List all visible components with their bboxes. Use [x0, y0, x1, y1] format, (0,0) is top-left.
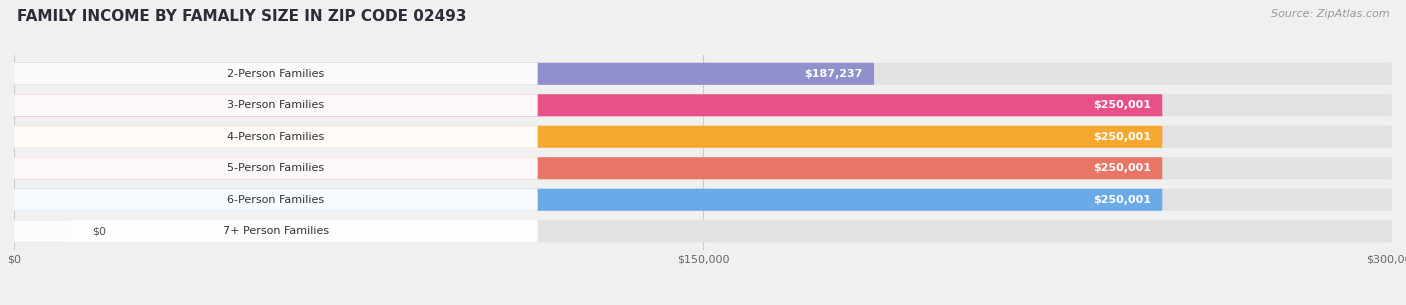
Text: $250,001: $250,001: [1092, 132, 1152, 142]
FancyBboxPatch shape: [14, 63, 537, 85]
FancyBboxPatch shape: [14, 189, 1392, 211]
FancyBboxPatch shape: [14, 157, 1392, 179]
Text: Source: ZipAtlas.com: Source: ZipAtlas.com: [1271, 9, 1389, 19]
FancyBboxPatch shape: [14, 220, 69, 242]
Text: 3-Person Families: 3-Person Families: [228, 100, 325, 110]
FancyBboxPatch shape: [14, 94, 1163, 116]
Text: $250,001: $250,001: [1092, 163, 1152, 173]
FancyBboxPatch shape: [14, 189, 537, 211]
Text: 5-Person Families: 5-Person Families: [228, 163, 325, 173]
FancyBboxPatch shape: [14, 63, 875, 85]
Text: FAMILY INCOME BY FAMALIY SIZE IN ZIP CODE 02493: FAMILY INCOME BY FAMALIY SIZE IN ZIP COD…: [17, 9, 467, 24]
Text: 4-Person Families: 4-Person Families: [228, 132, 325, 142]
FancyBboxPatch shape: [14, 126, 1163, 148]
Text: 2-Person Families: 2-Person Families: [228, 69, 325, 79]
Text: $250,001: $250,001: [1092, 100, 1152, 110]
FancyBboxPatch shape: [14, 157, 1163, 179]
Text: $187,237: $187,237: [804, 69, 862, 79]
FancyBboxPatch shape: [14, 126, 537, 148]
Text: $250,001: $250,001: [1092, 195, 1152, 205]
FancyBboxPatch shape: [14, 94, 537, 116]
Text: $0: $0: [93, 226, 105, 236]
Text: 6-Person Families: 6-Person Families: [228, 195, 325, 205]
FancyBboxPatch shape: [14, 220, 1392, 242]
Text: 7+ Person Families: 7+ Person Families: [222, 226, 329, 236]
FancyBboxPatch shape: [14, 220, 537, 242]
FancyBboxPatch shape: [14, 63, 1392, 85]
FancyBboxPatch shape: [14, 126, 1392, 148]
FancyBboxPatch shape: [14, 94, 1392, 116]
FancyBboxPatch shape: [14, 157, 537, 179]
FancyBboxPatch shape: [14, 189, 1163, 211]
